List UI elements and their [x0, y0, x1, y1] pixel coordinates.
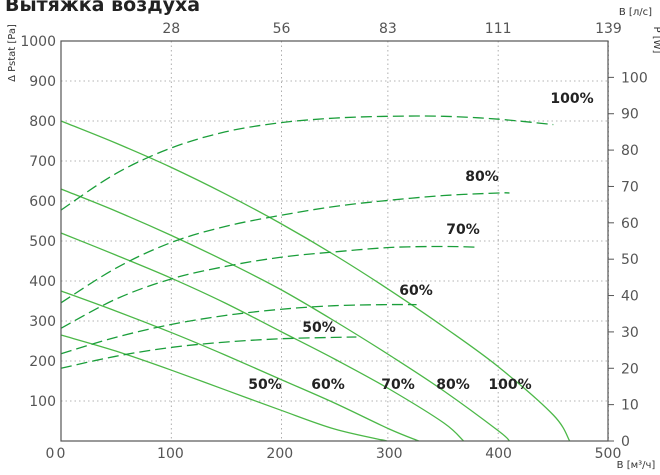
right-tick-label: 80 — [621, 143, 639, 159]
y-tick-label: 900 — [29, 74, 56, 90]
y-tick-label: 100 — [29, 394, 56, 410]
curve-label: 50% — [302, 320, 336, 336]
power-curve-80pct — [60, 192, 510, 304]
right-tick-label: 10 — [621, 398, 639, 414]
right-tick-label: 60 — [621, 216, 639, 232]
curve-labels: 100% 80% 70% 60% 50% 50% 60% 70% 80% 100% — [248, 91, 593, 393]
y-tick-label: 700 — [29, 154, 56, 170]
right-tick-label: 40 — [621, 289, 639, 305]
top-tick-label: 56 — [273, 21, 291, 37]
pressure-curve-70pct — [60, 232, 465, 442]
x-tick-label: 0 — [57, 446, 66, 462]
right-tick-label: 0 — [621, 434, 630, 450]
pressure-curve-50pct — [60, 334, 388, 442]
curve-label: 80% — [436, 377, 470, 393]
y-tick-label: 300 — [29, 314, 56, 330]
pressure-curve-80pct — [60, 188, 510, 442]
power-curve-100pct — [60, 115, 554, 211]
bottom-axis-label: В [м³/ч] — [617, 460, 656, 471]
right-tick-label: 100 — [621, 70, 648, 86]
grid — [61, 40, 609, 441]
right-tick-label: 20 — [621, 361, 639, 377]
right-tick-label: 90 — [621, 107, 639, 123]
power-curve-70pct — [60, 245, 477, 329]
top-tick-label: 139 — [595, 21, 622, 37]
y-tick-label: 800 — [29, 114, 56, 130]
curve-label: 70% — [381, 377, 415, 393]
curve-label: 100% — [488, 377, 531, 393]
pressure-curve-60pct — [60, 290, 419, 442]
right-tick-label: 70 — [621, 179, 639, 195]
y-tick-label: 1000 — [20, 34, 56, 50]
pressure-curve-100pct — [60, 120, 571, 442]
curve-label: 60% — [311, 377, 345, 393]
y-tick-label: 400 — [29, 274, 56, 290]
left-axis-label: Δ Pstat [Pa] — [7, 24, 18, 82]
right-tick-label: 50 — [621, 252, 639, 268]
x-tick-label: 500 — [595, 446, 622, 462]
power-curve-60pct — [60, 303, 417, 355]
top-tick-label: 28 — [162, 21, 180, 37]
top-tick-label: 111 — [485, 21, 512, 37]
curve-label: 50% — [248, 377, 282, 393]
chart-title: Вытяжка воздуха — [5, 0, 200, 16]
x-tick-label: 300 — [376, 446, 403, 462]
top-tick-label: 83 — [379, 21, 397, 37]
plot-frame — [60, 40, 609, 442]
right-axis-label: P [W] — [651, 27, 660, 54]
curve-label: 80% — [465, 169, 499, 185]
curves — [60, 115, 571, 442]
curve-label: 70% — [446, 222, 480, 238]
y-tick-label: 200 — [29, 354, 56, 370]
top-axis-label: В [л/с] — [619, 7, 652, 18]
x-tick-label: 200 — [266, 446, 293, 462]
y-tick-label: 600 — [29, 194, 56, 210]
curve-label: 100% — [550, 91, 593, 107]
x-tick-label: 100 — [157, 446, 184, 462]
power-curve-50pct — [60, 336, 357, 369]
x-tick-label: 400 — [485, 446, 512, 462]
right-tick-label: 30 — [621, 325, 639, 341]
curve-label: 60% — [399, 283, 433, 299]
y-tick-label-zero: 0 — [46, 446, 55, 462]
y-tick-label: 500 — [29, 234, 56, 250]
